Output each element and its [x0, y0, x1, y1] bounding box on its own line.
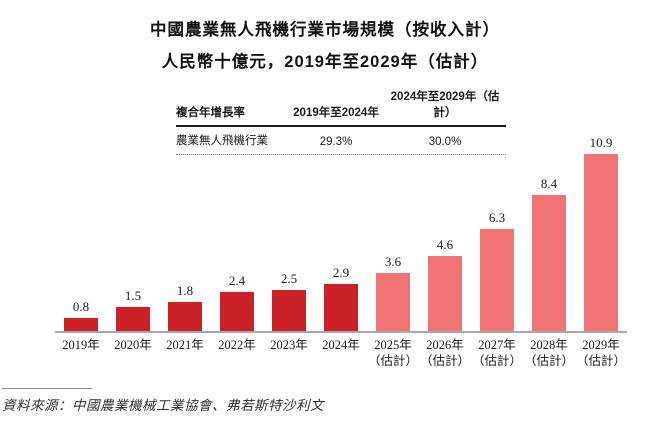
bar-estimate — [584, 154, 618, 331]
bar-value-label: 1.8 — [176, 283, 194, 298]
bar-actual — [64, 318, 98, 331]
bar-value-label: 4.6 — [436, 237, 454, 252]
x-axis-label-year: 2020年 — [114, 338, 152, 352]
bar-actual — [324, 284, 358, 331]
bar-group: 10.9 — [575, 131, 627, 331]
x-axis-label-note: （估計） — [471, 354, 522, 368]
x-axis-label-year: 2026年 — [426, 338, 464, 352]
bar-actual — [116, 307, 150, 331]
bar-value-label: 2.9 — [332, 265, 350, 280]
chart-title-line1: 中國農業無人飛機行業市場規模（按收入計） — [150, 21, 500, 39]
bar-value-label: 0.8 — [72, 299, 90, 314]
source-note: 資料來源：中國農業機械工業協會、弗若斯特沙利文 — [2, 398, 324, 413]
x-axis-label-year: 2021年 — [166, 338, 204, 352]
bar-estimate — [428, 256, 462, 331]
source-divider — [2, 388, 92, 389]
bar-value-label: 10.9 — [589, 135, 613, 150]
bar-actual — [168, 302, 202, 331]
x-axis-label: 2028年 （估計） — [523, 337, 575, 369]
bar-group: 2.4 — [211, 131, 263, 331]
bars-row: 0.8 1.5 1.8 2.4 2.5 2.9 3.6 4.6 6.3 8.4 10.9 — [55, 131, 627, 331]
labels-row: 2019年 2020年 2021年 2022年 2023年 2024年 2025年 （估計） 2… — [55, 333, 627, 369]
x-axis-label: 2019年 — [55, 337, 107, 369]
bar-chart: 0.8 1.5 1.8 2.4 2.5 2.9 3.6 4.6 6.3 8.4 10.9 2019年… — [55, 131, 627, 369]
x-axis-label-year: 2027年 — [478, 338, 516, 352]
chart-title-line2: 人民幣十億元，2019年至2029年（估計） — [161, 53, 489, 71]
x-axis-label: 2022年 — [211, 337, 263, 369]
x-axis-label-year: 2028年 — [530, 338, 568, 352]
x-axis-label-note: （估計） — [367, 354, 418, 368]
bar-value-label: 8.4 — [540, 176, 558, 191]
bar-group: 2.9 — [315, 131, 367, 331]
bar-group: 1.8 — [159, 131, 211, 331]
bar-group: 1.5 — [107, 131, 159, 331]
x-axis-label-year: 2023年 — [270, 338, 308, 352]
x-axis-label: 2025年 （估計） — [367, 337, 419, 369]
x-axis-label: 2026年 （估計） — [419, 337, 471, 369]
bar-group: 3.6 — [367, 131, 419, 331]
cagr-value-2019-2024: 29.3% — [319, 136, 353, 148]
bar-estimate — [376, 273, 410, 331]
cagr-table: 複合年增長率 2019年至2024年 2024年至2029年（估計） 農業無人飛… — [176, 88, 506, 155]
x-axis-label-year: 2024年 — [322, 338, 360, 352]
bar-group: 0.8 — [55, 131, 107, 331]
x-axis-label-year: 2029年 — [582, 338, 620, 352]
cagr-header-metric: 複合年增長率 — [176, 107, 245, 119]
x-axis-label: 2024年 — [315, 337, 367, 369]
bar-value-label: 1.5 — [124, 288, 142, 303]
bar-group: 8.4 — [523, 131, 575, 331]
bar-actual — [220, 292, 254, 331]
x-axis-label-note: （估計） — [419, 354, 470, 368]
x-axis-label-note: （估計） — [523, 354, 574, 368]
x-axis-label: 2021年 — [159, 337, 211, 369]
x-axis-label: 2027年 （估計） — [471, 337, 523, 369]
x-axis-label-year: 2025年 — [374, 338, 412, 352]
cagr-header-period1: 2019年至2024年 — [293, 107, 379, 119]
x-axis-label: 2020年 — [107, 337, 159, 369]
x-axis-label: 2029年 （估計） — [575, 337, 627, 369]
x-axis-label: 2023年 — [263, 337, 315, 369]
cagr-header-period2: 2024年至2029年（估計） — [390, 91, 500, 119]
bar-actual — [272, 290, 306, 331]
bar-group: 4.6 — [419, 131, 471, 331]
cagr-table-header-row: 複合年增長率 2019年至2024年 2024年至2029年（估計） — [176, 88, 506, 127]
bar-value-label: 6.3 — [488, 210, 506, 225]
cagr-value-2024-2029: 30.0% — [428, 136, 462, 148]
bar-estimate — [480, 229, 514, 331]
bar-value-label: 2.5 — [280, 271, 298, 286]
x-axis-line — [55, 331, 627, 333]
chart-title: 中國農業無人飛機行業市場規模（按收入計） 人民幣十億元，2019年至2029年（… — [0, 14, 650, 78]
bar-estimate — [532, 195, 566, 331]
bar-value-label: 3.6 — [384, 254, 402, 269]
x-axis-label-year: 2022年 — [218, 338, 256, 352]
bar-value-label: 2.4 — [228, 273, 246, 288]
bar-group: 6.3 — [471, 131, 523, 331]
cagr-table-data-row: 農業無人飛機行業 29.3% 30.0% — [176, 127, 506, 154]
x-axis-label-note: （估計） — [575, 354, 626, 368]
cagr-row-label: 農業無人飛機行業 — [176, 135, 268, 147]
bar-group: 2.5 — [263, 131, 315, 331]
x-axis-label-year: 2019年 — [62, 338, 100, 352]
